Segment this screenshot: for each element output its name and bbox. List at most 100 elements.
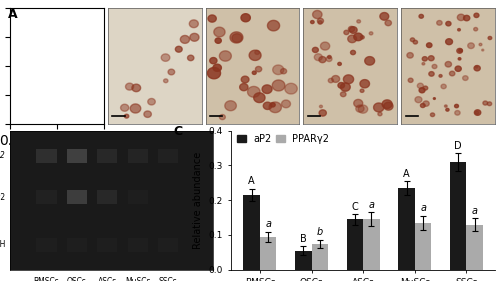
Polygon shape xyxy=(69,81,75,87)
Polygon shape xyxy=(385,20,392,26)
Polygon shape xyxy=(354,33,362,41)
Polygon shape xyxy=(241,14,250,22)
Polygon shape xyxy=(458,58,461,60)
Polygon shape xyxy=(269,102,281,113)
Polygon shape xyxy=(124,114,129,118)
Text: B: B xyxy=(300,234,306,244)
Polygon shape xyxy=(220,51,232,61)
Polygon shape xyxy=(69,98,72,101)
Polygon shape xyxy=(429,72,434,76)
Polygon shape xyxy=(422,57,428,61)
Text: OSCs: OSCs xyxy=(67,277,87,281)
Text: D: D xyxy=(454,141,462,151)
Bar xyxy=(158,149,178,163)
Polygon shape xyxy=(479,43,482,46)
Polygon shape xyxy=(39,37,75,96)
Polygon shape xyxy=(50,75,57,81)
Polygon shape xyxy=(474,13,479,17)
Text: a: a xyxy=(472,206,478,216)
Polygon shape xyxy=(262,85,272,94)
Polygon shape xyxy=(132,84,140,92)
Text: a: a xyxy=(368,200,374,210)
Polygon shape xyxy=(423,101,429,106)
Polygon shape xyxy=(430,113,434,117)
Polygon shape xyxy=(66,35,70,38)
Polygon shape xyxy=(210,58,217,64)
Polygon shape xyxy=(208,67,220,79)
Polygon shape xyxy=(474,28,478,31)
Bar xyxy=(128,149,148,163)
Polygon shape xyxy=(458,49,462,52)
Polygon shape xyxy=(482,49,484,51)
Polygon shape xyxy=(365,56,374,65)
Text: SSCs: SSCs xyxy=(437,138,459,147)
Polygon shape xyxy=(439,74,442,77)
Polygon shape xyxy=(319,110,326,116)
Polygon shape xyxy=(74,21,78,25)
Polygon shape xyxy=(310,21,314,24)
Polygon shape xyxy=(360,80,370,88)
Polygon shape xyxy=(190,20,198,28)
Polygon shape xyxy=(464,15,470,21)
Bar xyxy=(67,191,87,204)
Bar xyxy=(128,191,148,204)
Polygon shape xyxy=(36,60,38,62)
Polygon shape xyxy=(445,62,452,67)
Polygon shape xyxy=(50,91,54,95)
Polygon shape xyxy=(380,13,388,20)
Text: ASCs: ASCs xyxy=(98,277,117,281)
Polygon shape xyxy=(241,76,249,83)
Text: GAPDH: GAPDH xyxy=(0,240,6,249)
Text: MuSCs: MuSCs xyxy=(335,138,366,147)
Polygon shape xyxy=(176,46,182,52)
Bar xyxy=(158,191,178,204)
Polygon shape xyxy=(213,64,222,71)
Polygon shape xyxy=(455,110,460,115)
Polygon shape xyxy=(232,34,242,42)
Polygon shape xyxy=(42,20,50,26)
Polygon shape xyxy=(358,105,368,113)
Polygon shape xyxy=(270,103,275,107)
Polygon shape xyxy=(382,100,392,108)
Text: C: C xyxy=(352,202,358,212)
Text: SSCs: SSCs xyxy=(159,277,178,281)
Text: a: a xyxy=(265,219,271,229)
Polygon shape xyxy=(444,105,447,107)
Polygon shape xyxy=(130,104,141,113)
Polygon shape xyxy=(255,50,260,55)
Polygon shape xyxy=(240,83,248,91)
Polygon shape xyxy=(268,20,280,31)
Polygon shape xyxy=(370,32,373,35)
Bar xyxy=(295,251,312,270)
Polygon shape xyxy=(76,39,78,41)
Bar xyxy=(346,219,363,270)
Polygon shape xyxy=(348,26,354,32)
Bar xyxy=(36,238,56,252)
Polygon shape xyxy=(474,110,481,115)
Polygon shape xyxy=(488,102,492,106)
Polygon shape xyxy=(46,68,48,71)
Polygon shape xyxy=(144,111,152,117)
Polygon shape xyxy=(68,101,76,107)
Polygon shape xyxy=(436,21,442,25)
Polygon shape xyxy=(338,83,344,88)
Bar xyxy=(97,238,117,252)
Bar xyxy=(97,149,117,163)
Polygon shape xyxy=(454,104,458,108)
Polygon shape xyxy=(432,64,437,69)
Polygon shape xyxy=(66,69,73,75)
Text: C: C xyxy=(174,125,182,138)
Bar xyxy=(415,223,432,270)
Polygon shape xyxy=(476,66,478,68)
Polygon shape xyxy=(446,39,452,45)
Polygon shape xyxy=(180,35,190,43)
Polygon shape xyxy=(254,93,265,103)
Polygon shape xyxy=(348,35,356,43)
Polygon shape xyxy=(78,51,84,57)
Polygon shape xyxy=(441,84,446,89)
Polygon shape xyxy=(60,84,62,85)
Bar xyxy=(67,238,87,252)
Polygon shape xyxy=(78,75,82,78)
Text: PPARγ2: PPARγ2 xyxy=(0,151,6,160)
Polygon shape xyxy=(328,55,331,58)
